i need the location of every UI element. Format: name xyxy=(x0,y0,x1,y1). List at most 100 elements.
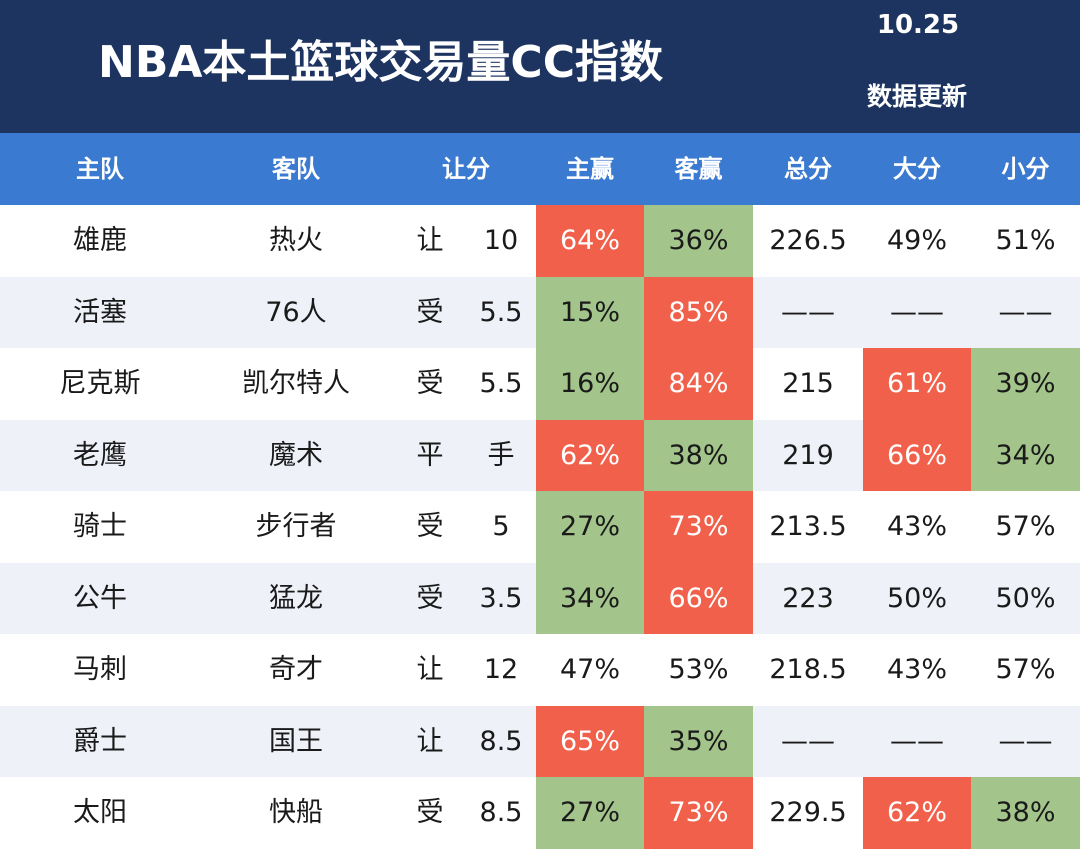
cell-home-team: 公牛 xyxy=(73,582,127,614)
cell-handicap-value: 3.5 xyxy=(479,582,523,614)
cell-away-team: 国王 xyxy=(269,725,323,757)
cell-under: —— xyxy=(998,296,1053,328)
table-row: 老鹰 魔术 平 手 62% 38% 219 66% 34% xyxy=(0,419,1080,491)
table-row: 马刺 奇才 让 12 47% 53% 218.5 43% 57% xyxy=(0,634,1080,706)
cell-away-team: 快船 xyxy=(269,797,323,828)
table-row: 尼克斯 凯尔特人 受 5.5 16% 84% 215 61% 39% xyxy=(0,348,1080,420)
cell-away-win: 73% xyxy=(644,491,753,563)
cell-handicap-type: 让 xyxy=(416,725,444,757)
table-row: 活塞 76人 受 5.5 15% 85% —— —— —— xyxy=(0,276,1080,348)
cell-total: 219 xyxy=(782,439,834,471)
cell-over: 43% xyxy=(886,511,947,542)
cell-handicap-type: 让 xyxy=(416,225,444,256)
cell-home-win: 47% xyxy=(559,654,620,685)
cell-home-team: 爵士 xyxy=(73,725,127,757)
cell-home-team: 骑士 xyxy=(73,511,127,542)
page-title: NBA本土篮球交易量CC指数 xyxy=(98,37,663,88)
cell-over: 66% xyxy=(863,419,971,491)
cell-home-team: 雄鹿 xyxy=(73,225,127,256)
cell-home-team: 太阳 xyxy=(73,797,127,828)
cell-total: 218.5 xyxy=(769,654,847,685)
cell-away-team: 热火 xyxy=(269,225,323,256)
cell-away-team: 76人 xyxy=(265,296,327,328)
cell-total: —— xyxy=(781,725,835,757)
cell-handicap-value: 5.5 xyxy=(479,296,523,328)
cell-total: 215 xyxy=(782,368,834,399)
cell-away-win: 53% xyxy=(668,654,729,685)
cell-home-team: 尼克斯 xyxy=(59,368,141,399)
table-row: 太阳 快船 受 8.5 27% 73% 229.5 62% 38% xyxy=(0,777,1080,849)
cell-home-win: 65% xyxy=(536,705,644,777)
column-header-handicap: 让分 xyxy=(442,155,490,183)
cell-handicap-value: 12 xyxy=(483,654,519,685)
cell-total: 223 xyxy=(782,582,834,614)
cell-home-win: 15% xyxy=(536,276,644,348)
cell-handicap-type: 受 xyxy=(416,368,444,399)
cell-handicap-value: 8.5 xyxy=(479,725,523,757)
cell-home-win: 16% xyxy=(536,348,644,420)
cell-away-team: 猛龙 xyxy=(269,582,323,614)
column-header-home-win: 主赢 xyxy=(566,155,614,183)
table-row: 公牛 猛龙 受 3.5 34% 66% 223 50% 50% xyxy=(0,562,1080,634)
cell-over: 49% xyxy=(886,225,947,256)
cell-away-team: 步行者 xyxy=(255,511,337,542)
cell-away-win: 85% xyxy=(644,276,753,348)
cell-under: 34% xyxy=(971,419,1080,491)
cell-handicap-type: 让 xyxy=(416,654,444,685)
table-row: 骑士 步行者 受 5 27% 73% 213.5 43% 57% xyxy=(0,491,1080,563)
cell-handicap-type: 平 xyxy=(416,439,444,471)
cell-handicap-value: 10 xyxy=(483,225,519,256)
cell-away-team: 凯尔特人 xyxy=(242,368,350,399)
cell-handicap-value: 5 xyxy=(492,511,510,542)
cell-away-team: 魔术 xyxy=(269,439,323,471)
cell-handicap-value: 手 xyxy=(487,439,515,471)
cell-under: 38% xyxy=(971,777,1080,849)
cell-under: 51% xyxy=(995,225,1056,256)
table-header: 主队 客队 让分 主赢 客赢 总分 大分 小分 xyxy=(0,133,1080,205)
column-header-under: 小分 xyxy=(1001,155,1050,183)
cell-home-team: 老鹰 xyxy=(73,439,127,471)
cell-handicap-type: 受 xyxy=(416,511,444,542)
cell-under: 39% xyxy=(971,348,1080,420)
column-header-over: 大分 xyxy=(893,155,941,183)
cell-under: 57% xyxy=(995,654,1056,685)
cell-handicap-type: 受 xyxy=(416,582,444,614)
cell-away-win: 35% xyxy=(644,705,753,777)
cell-over: —— xyxy=(890,725,944,757)
cell-home-team: 马刺 xyxy=(73,654,127,685)
cell-home-win: 64% xyxy=(536,205,644,277)
column-header-away-win: 客赢 xyxy=(674,155,723,183)
cell-home-win: 62% xyxy=(536,419,644,491)
cell-home-team: 活塞 xyxy=(73,296,127,328)
table-row: 雄鹿 热火 让 10 64% 36% 226.5 49% 51% xyxy=(0,205,1080,277)
column-header-away: 客队 xyxy=(272,155,320,183)
cell-handicap-type: 受 xyxy=(416,797,444,828)
cell-total: 229.5 xyxy=(769,797,847,828)
column-header-total: 总分 xyxy=(784,155,832,183)
cell-over: 50% xyxy=(886,582,947,614)
cell-total: 226.5 xyxy=(769,225,847,256)
cell-handicap-value: 5.5 xyxy=(479,368,523,399)
cell-over: 61% xyxy=(863,348,971,420)
update-date: 10.25 xyxy=(876,10,960,40)
cell-under: 50% xyxy=(995,582,1056,614)
cell-total: —— xyxy=(781,296,835,328)
cell-handicap-type: 受 xyxy=(416,296,444,328)
cell-away-team: 奇才 xyxy=(269,654,323,685)
cell-away-win: 38% xyxy=(644,419,753,491)
cell-over: 43% xyxy=(886,654,947,685)
cell-handicap-value: 8.5 xyxy=(479,797,523,828)
cell-over: 62% xyxy=(863,777,971,849)
cell-away-win: 84% xyxy=(644,348,753,420)
cell-away-win: 36% xyxy=(644,205,753,277)
cell-over: —— xyxy=(890,296,944,328)
title-banner: NBA本土篮球交易量CC指数 10.25 数据更新 xyxy=(0,0,1080,133)
cell-away-win: 66% xyxy=(644,562,753,634)
cell-under: 57% xyxy=(995,511,1056,542)
update-label: 数据更新 xyxy=(866,82,967,111)
column-header-home: 主队 xyxy=(76,155,124,183)
table-row: 爵士 国王 让 8.5 65% 35% —— —— —— xyxy=(0,705,1080,777)
cell-away-win: 73% xyxy=(644,777,753,849)
cell-home-win: 27% xyxy=(536,491,644,563)
cell-total: 213.5 xyxy=(769,511,847,542)
